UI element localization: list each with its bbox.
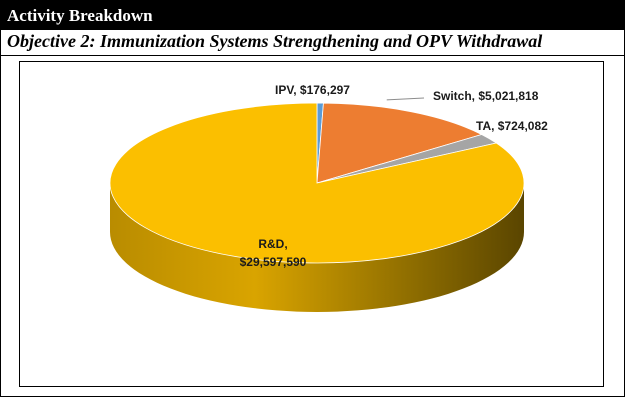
chart-area: IPV, $176,297 Switch, $5,021,818 TA, $724,… <box>19 61 604 387</box>
page-title: Activity Breakdown <box>7 6 153 25</box>
pie-slice-switch <box>316 102 483 184</box>
objective-title: Objective 2: Immunization Systems Streng… <box>7 31 543 51</box>
data-label-ipv: IPV, $176,297 <box>275 83 350 97</box>
data-label-switch: Switch, $5,021,818 <box>433 89 539 103</box>
data-label-r-d: R&D, $29,597,590 <box>240 237 307 269</box>
header-bar: Activity Breakdown <box>1 1 624 30</box>
pie-slice-r-d <box>109 102 525 264</box>
data-label-ta: TA, $724,082 <box>476 119 548 133</box>
subheader-bar: Objective 2: Immunization Systems Streng… <box>1 30 624 56</box>
leader-line-switch <box>386 97 425 101</box>
pie-chart: IPV, $176,297 Switch, $5,021,818 TA, $724,… <box>109 83 548 312</box>
pie-side-wall <box>110 183 524 312</box>
